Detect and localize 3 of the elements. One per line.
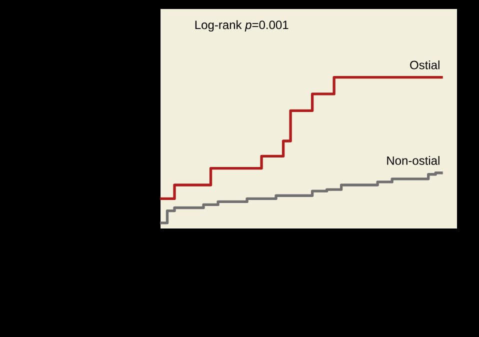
- series-label: Non-ostial: [387, 156, 440, 165]
- text: Log-rank p=0.001: [195, 20, 288, 32]
- series-label: Ostial: [410, 60, 440, 70]
